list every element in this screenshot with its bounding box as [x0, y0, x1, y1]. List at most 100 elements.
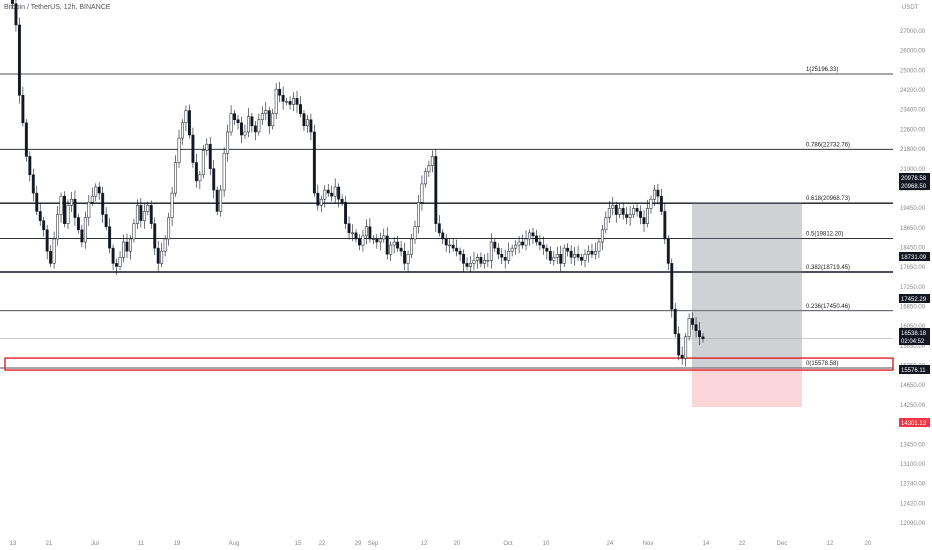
x-tick-label: 22	[319, 541, 326, 547]
candle-body	[309, 119, 313, 133]
candle-body	[170, 192, 174, 218]
candle-body	[701, 336, 705, 339]
candle-body	[52, 238, 56, 264]
candle	[486, 253, 490, 268]
candle-body	[354, 232, 358, 240]
candle	[552, 251, 556, 266]
candle	[680, 346, 684, 365]
candle-body	[427, 165, 431, 172]
y-tick-label: 26000.00	[900, 49, 926, 55]
candle	[583, 249, 587, 268]
candle	[288, 96, 292, 110]
candle	[524, 230, 528, 251]
candle-body	[17, 24, 21, 96]
price-badge-bg	[899, 294, 930, 303]
candle-body	[573, 253, 577, 258]
candle-body	[340, 198, 344, 203]
candle-body	[392, 241, 396, 246]
candle	[684, 333, 688, 367]
candle	[295, 91, 299, 113]
price-badge: 20978.58	[899, 173, 930, 182]
candle-body	[410, 238, 413, 255]
y-tick-label: 18650.00	[900, 226, 926, 232]
candle	[215, 186, 219, 216]
candle	[573, 246, 577, 266]
candle-body	[132, 223, 136, 240]
candle-body	[21, 95, 25, 124]
candle-body	[371, 238, 375, 241]
candle-body	[278, 88, 282, 96]
price-badge-text: 15576.11	[901, 368, 926, 374]
candle	[482, 254, 486, 269]
candle-body	[66, 205, 70, 224]
candle-body	[260, 113, 264, 120]
candle	[198, 171, 202, 190]
x-tick-label: 24	[607, 541, 614, 547]
candle-body	[476, 257, 479, 261]
candle-body	[458, 250, 462, 255]
candle-body	[451, 244, 455, 249]
candle	[66, 199, 70, 229]
candle-body	[496, 247, 500, 255]
price-badge-text: 20978.58	[901, 176, 927, 182]
candle-body	[691, 318, 695, 325]
price-badge-text: 20968.50	[901, 184, 927, 190]
candle	[559, 245, 563, 272]
candle-body	[201, 150, 205, 176]
candle-body	[208, 143, 212, 169]
candle-body	[347, 223, 351, 234]
candle-body	[236, 119, 240, 124]
candle	[406, 250, 410, 272]
candle	[83, 211, 87, 249]
candle-body	[673, 309, 677, 334]
candle	[458, 247, 462, 261]
candle-body	[14, 3, 18, 26]
candle-body	[465, 263, 469, 267]
candle	[607, 201, 611, 223]
candle	[378, 232, 382, 251]
x-tick-label: 12	[421, 541, 428, 547]
candle-body	[219, 189, 223, 212]
candle-body	[97, 186, 101, 194]
candle	[208, 136, 212, 176]
candle-body	[538, 241, 542, 246]
candle	[698, 322, 701, 346]
candle	[625, 207, 629, 225]
candle	[24, 119, 28, 162]
candle-body	[607, 208, 611, 218]
candle-body	[257, 119, 261, 133]
x-tick-label: 19	[174, 541, 181, 547]
candle-body	[129, 238, 132, 252]
price-badge-bg	[899, 418, 930, 427]
candle	[305, 114, 309, 133]
price-badge: 18731.09	[899, 252, 930, 261]
x-tick-label: 20	[454, 541, 461, 547]
x-tick-label: 15	[295, 541, 302, 547]
fib-level-label: 0.618(20968.73)	[806, 196, 850, 202]
candle-body	[500, 253, 504, 258]
candle	[115, 258, 119, 275]
candle-body	[302, 113, 306, 127]
y-tick-label: 24200.00	[900, 88, 926, 94]
candle-body	[212, 168, 216, 191]
candle	[267, 106, 271, 135]
candle-body	[250, 116, 254, 127]
candle-body	[253, 125, 257, 133]
candle-body	[632, 208, 636, 215]
candle	[427, 160, 431, 177]
candle	[507, 242, 511, 265]
candle-body	[559, 253, 563, 264]
candle	[132, 218, 136, 243]
y-tick-label: 13100.00	[900, 462, 926, 468]
candle-body	[628, 214, 632, 218]
candle-body	[462, 253, 466, 264]
candle-body	[337, 186, 341, 200]
symbol-header: Bitcoin / TetherUS, 12h, BINANCE	[4, 4, 111, 11]
candle-body	[642, 217, 646, 224]
candle	[417, 194, 420, 234]
candle	[580, 253, 583, 266]
candle	[125, 233, 129, 258]
y-tick-label: 17250.00	[900, 285, 926, 291]
candle	[566, 243, 570, 257]
